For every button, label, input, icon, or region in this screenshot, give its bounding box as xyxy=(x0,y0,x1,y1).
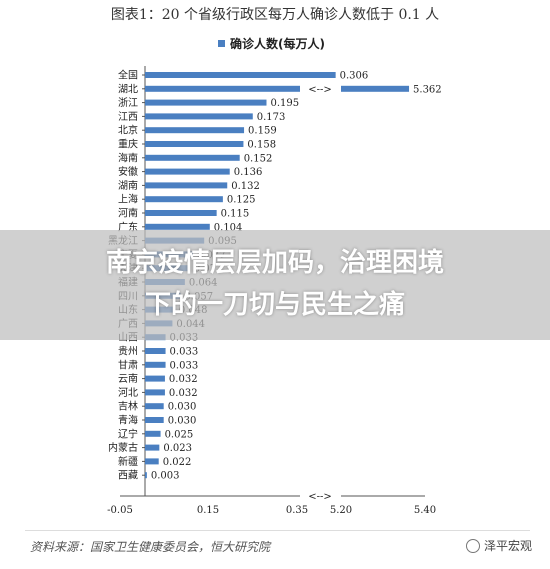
category-label: 上海 xyxy=(118,193,138,206)
bar xyxy=(145,403,164,410)
value-label: 0.032 xyxy=(169,374,198,385)
legend-swatch xyxy=(218,40,225,47)
bar xyxy=(145,389,165,396)
watermark: 泽平宏观 xyxy=(465,537,532,554)
bar xyxy=(145,361,166,368)
x-tick-label: 5.20 xyxy=(330,505,352,516)
value-label: 0.136 xyxy=(234,167,263,178)
bar xyxy=(145,444,160,451)
legend-label: 确诊人数(每万人) xyxy=(230,36,325,51)
category-label: 湖北 xyxy=(118,83,138,95)
bar xyxy=(145,113,253,120)
bar xyxy=(145,154,240,161)
value-label: 0.032 xyxy=(169,388,198,399)
wechat-logo-icon xyxy=(465,538,480,553)
category-label: 河南 xyxy=(118,207,138,220)
category-label: 辽宁 xyxy=(118,427,138,440)
category-label: 云南 xyxy=(118,372,138,385)
bar xyxy=(145,472,147,479)
source-note: 资料来源：国家卫生健康委员会，恒大研究院 xyxy=(30,540,271,554)
category-label: 江西 xyxy=(118,111,138,123)
category-label: 全国 xyxy=(118,69,138,82)
value-label: 0.022 xyxy=(163,457,192,468)
x-axis-break-marker: <--> xyxy=(308,492,332,503)
value-label: 0.152 xyxy=(244,153,273,164)
x-tick-label: -0.05 xyxy=(107,505,133,516)
value-label: 0.115 xyxy=(221,209,250,220)
category-label: 湖南 xyxy=(118,179,138,192)
category-label: 浙江 xyxy=(118,97,138,109)
bar xyxy=(145,141,244,147)
category-label: 新疆 xyxy=(118,455,138,468)
value-label: 0.025 xyxy=(165,429,194,440)
bar xyxy=(145,196,223,203)
category-label: 安徽 xyxy=(118,165,138,178)
value-label: 5.362 xyxy=(413,84,442,95)
bar xyxy=(145,85,300,92)
value-label: 0.306 xyxy=(340,71,369,82)
watermark-label: 泽平宏观 xyxy=(483,539,532,553)
bar xyxy=(145,458,159,465)
value-label: 0.173 xyxy=(257,112,286,123)
bar xyxy=(145,182,228,189)
footer-divider xyxy=(25,530,530,531)
headline-band xyxy=(0,230,550,340)
headline: 南京疫情层层加码，治理困境 下的一刀切与民生之痛 xyxy=(0,242,550,326)
category-label: 河北 xyxy=(118,387,138,399)
category-label: 青海 xyxy=(118,414,138,427)
category-label: 吉林 xyxy=(118,400,138,413)
chart-legend: 确诊人数(每万人) xyxy=(218,36,325,51)
bar xyxy=(145,417,164,423)
category-label: 内蒙古 xyxy=(108,441,138,454)
x-tick-label: 5.40 xyxy=(414,505,436,516)
chart-title: 图表1：20 个省级行政区每万人确诊人数低于 0.1 人 xyxy=(110,7,440,23)
bar xyxy=(145,72,336,78)
bar xyxy=(145,99,267,106)
value-label: 0.125 xyxy=(227,195,256,206)
category-label: 甘肃 xyxy=(118,358,138,371)
x-axis: <--> -0.05 0.15 0.35 5.20 5.40 xyxy=(107,492,436,517)
axis-break-marker: <--> xyxy=(308,84,332,95)
value-label: 0.132 xyxy=(231,181,260,192)
category-label: 西藏 xyxy=(118,470,138,482)
category-label: 北京 xyxy=(118,124,138,137)
bar xyxy=(145,223,210,230)
headline-line-1: 南京疫情层层加码，治理困境 xyxy=(105,248,444,278)
category-label: 海南 xyxy=(118,151,138,164)
value-label: 0.003 xyxy=(151,471,180,482)
value-label: 0.030 xyxy=(168,402,197,413)
value-label: 0.104 xyxy=(214,222,243,233)
bar xyxy=(145,375,165,382)
category-label: 重庆 xyxy=(118,138,138,151)
headline-line-2: 下的一刀切与民生之痛 xyxy=(144,290,405,320)
value-label: 0.030 xyxy=(168,416,197,427)
x-tick-label: 0.35 xyxy=(286,505,308,516)
value-label: 0.158 xyxy=(247,140,276,151)
x-tick-label: 0.15 xyxy=(197,505,219,516)
bar xyxy=(145,127,245,134)
bar xyxy=(145,168,230,175)
value-label: 0.023 xyxy=(163,443,192,454)
bar xyxy=(145,210,217,216)
value-label: 0.195 xyxy=(270,98,299,109)
bar xyxy=(145,348,166,354)
value-label: 0.033 xyxy=(170,347,199,358)
bar-continued xyxy=(341,85,410,92)
category-label: 贵州 xyxy=(118,345,138,358)
bar xyxy=(145,430,161,437)
value-label: 0.159 xyxy=(248,126,277,137)
value-label: 0.033 xyxy=(170,360,199,371)
